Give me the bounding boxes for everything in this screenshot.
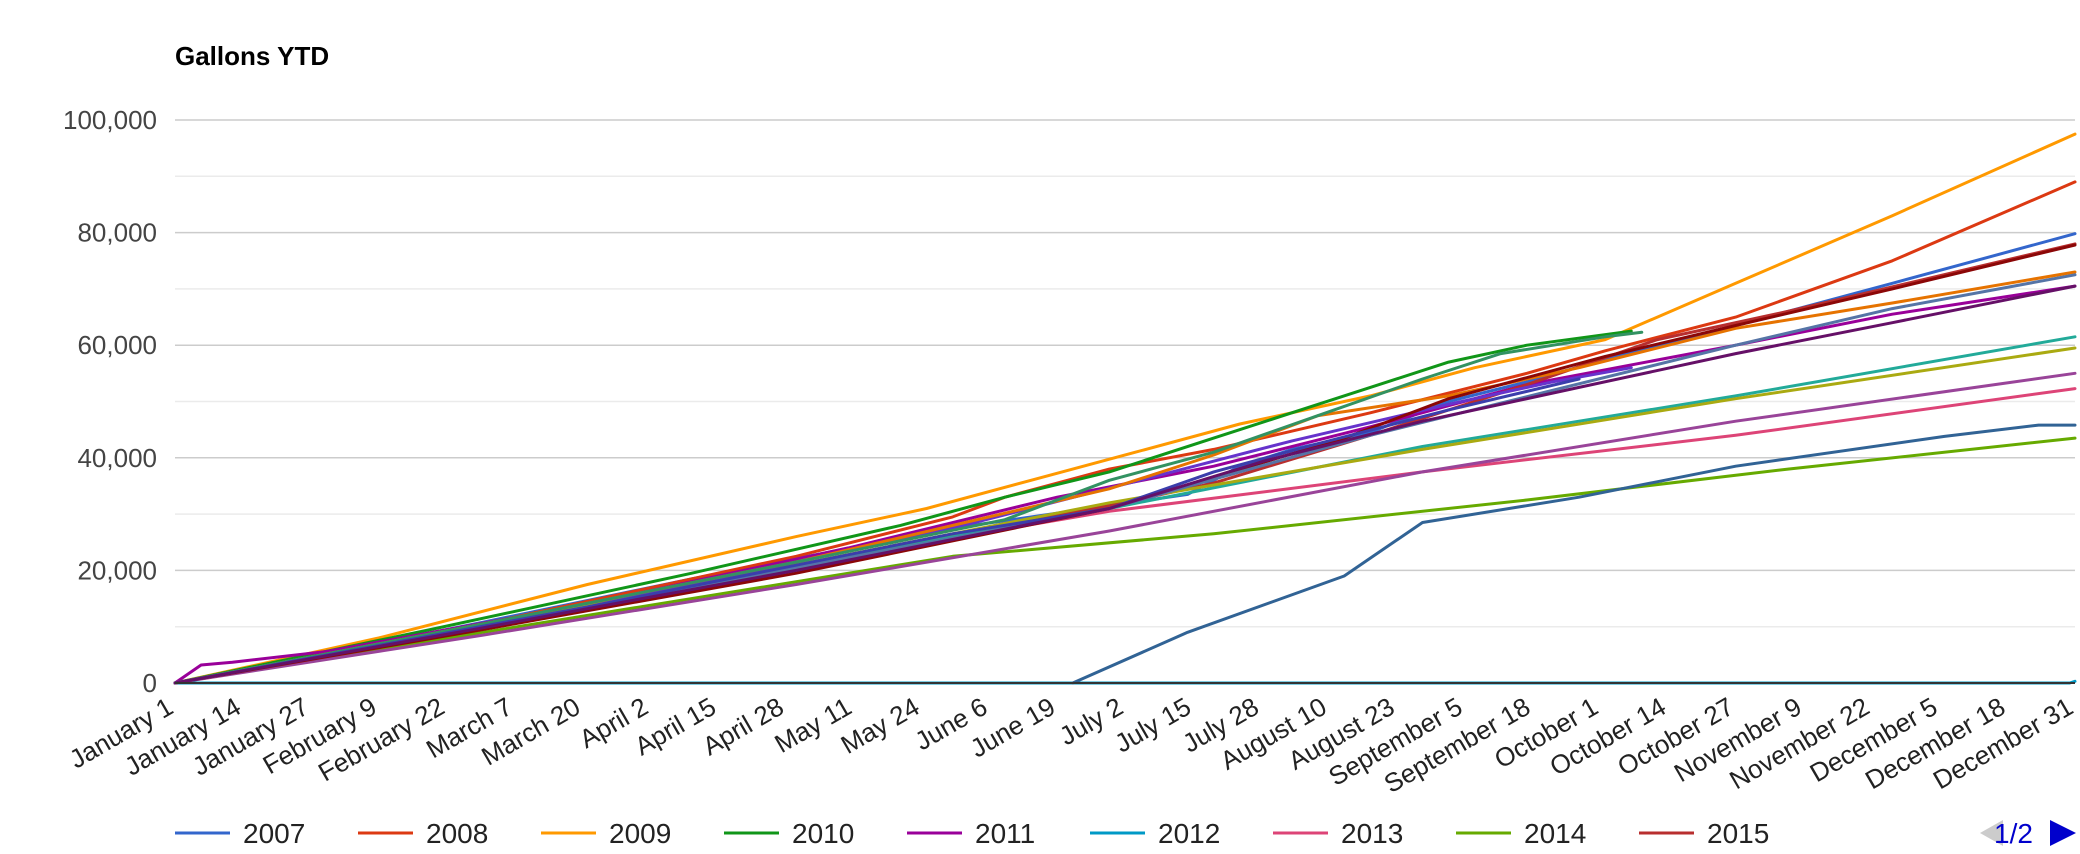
pager-label: 1/2 xyxy=(1994,818,2033,849)
legend-label: 2012 xyxy=(1158,818,1220,849)
next-page-arrow-icon[interactable] xyxy=(2050,820,2076,846)
legend-item[interactable]: 2014 xyxy=(1456,818,1586,849)
legend-label: 2009 xyxy=(609,818,671,849)
series-line-18 xyxy=(173,377,1581,685)
y-tick-label: 40,000 xyxy=(77,443,157,473)
previous-page-arrow-icon[interactable] xyxy=(1980,820,2003,846)
series-line-10 xyxy=(173,371,2077,685)
series-line-2010 xyxy=(173,329,1633,685)
y-tick-label: 20,000 xyxy=(77,555,157,585)
legend-label: 2010 xyxy=(792,818,854,849)
legend-label: 2007 xyxy=(243,818,305,849)
legend-label: 2015 xyxy=(1707,818,1769,849)
legend-item[interactable]: 2007 xyxy=(175,818,305,849)
legend-label: 2011 xyxy=(975,818,1035,849)
series-line-19 xyxy=(173,284,2077,685)
legend: 2007 2008 2009 2010 2011 2012 2013 2014 2015 xyxy=(175,818,1769,849)
legend-item[interactable]: 2015 xyxy=(1639,818,1769,849)
legend-item[interactable]: 2009 xyxy=(541,818,671,849)
series-line-15 xyxy=(173,243,2077,685)
y-axis-tick-labels: 0 20,000 40,000 60,000 80,000 100,000 xyxy=(63,105,157,698)
y-tick-label: 80,000 xyxy=(77,218,157,248)
legend-label: 2008 xyxy=(426,818,488,849)
legend-item[interactable]: 2010 xyxy=(724,818,854,849)
series-line-2009 xyxy=(173,132,2077,685)
legend-item[interactable]: 2011 xyxy=(907,818,1035,849)
series-line-16 xyxy=(173,330,1644,685)
legend-item[interactable]: 2012 xyxy=(1090,818,1220,849)
y-tick-label: 0 xyxy=(143,668,157,698)
series-line-2008 xyxy=(173,180,2077,685)
legend-label: 2014 xyxy=(1524,818,1586,849)
chart-title: Gallons YTD xyxy=(175,41,329,71)
gridlines xyxy=(175,119,2075,628)
legend-pager: 1/2 xyxy=(1980,818,2076,849)
legend-label: 2013 xyxy=(1341,818,1403,849)
y-tick-label: 60,000 xyxy=(77,330,157,360)
series-lines xyxy=(173,132,2077,685)
x-tick-label: July 15 xyxy=(1110,691,1196,758)
series-line-2014 xyxy=(173,436,2077,685)
x-tick-label: May 24 xyxy=(836,691,925,760)
y-tick-label: 100,000 xyxy=(63,105,157,135)
series-line-9 xyxy=(1071,423,2077,685)
legend-item[interactable]: 2013 xyxy=(1273,818,1403,849)
legend-item[interactable]: 2008 xyxy=(358,818,488,849)
